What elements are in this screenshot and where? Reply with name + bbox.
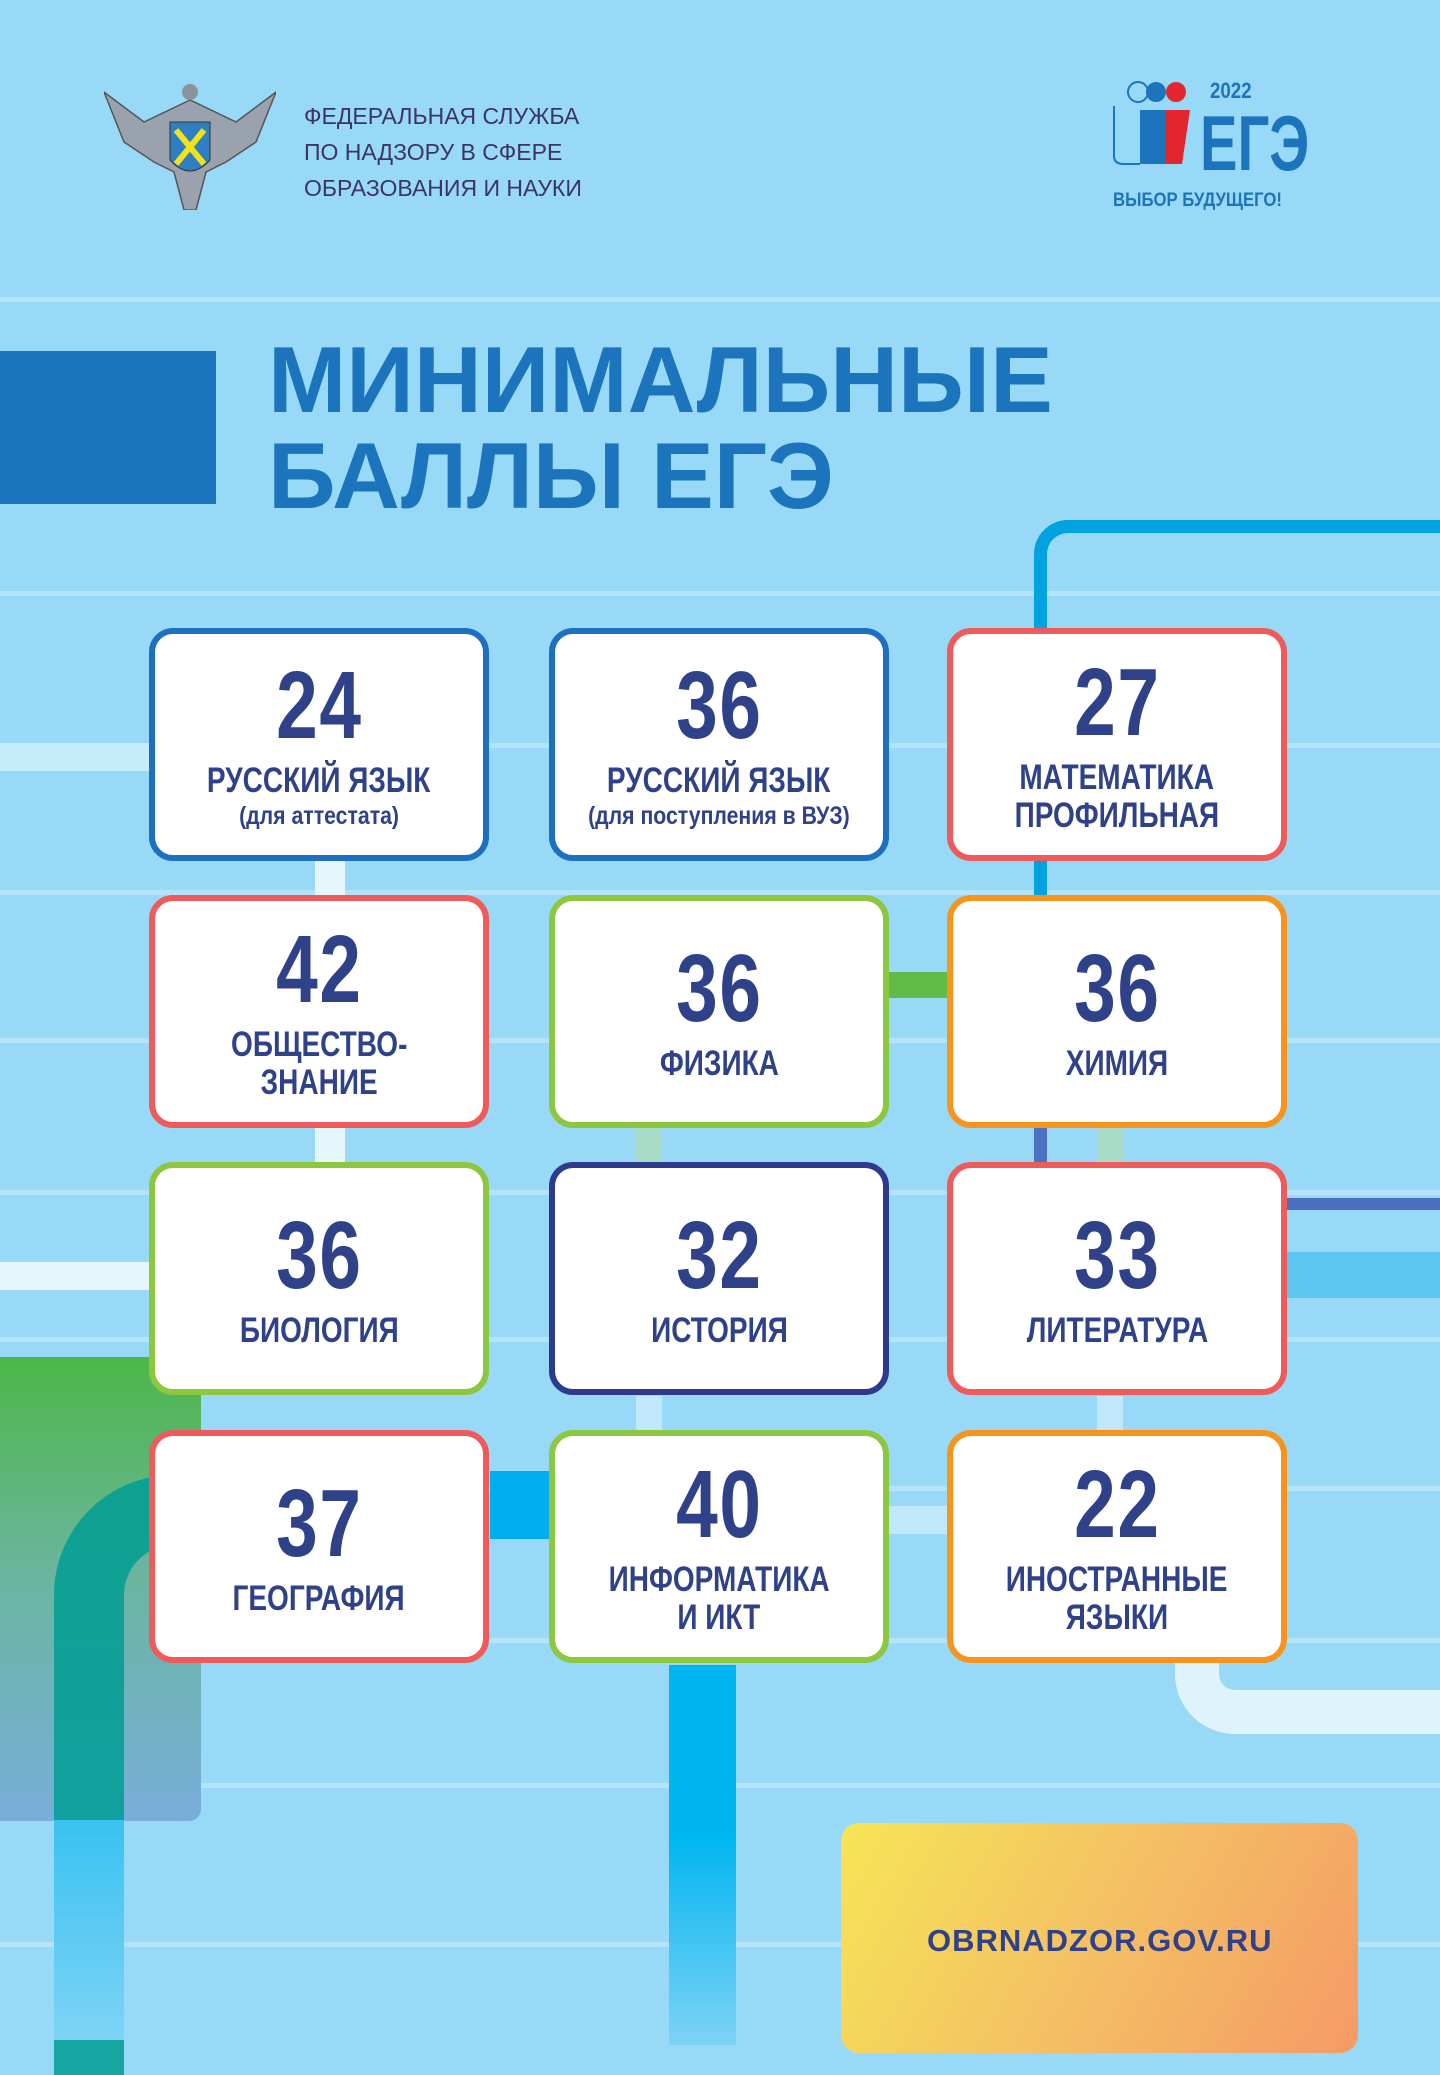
score-value: 36 [1073, 934, 1161, 1042]
subject-name: БИОЛОГИЯ [239, 1310, 399, 1350]
score-value: 36 [675, 651, 763, 759]
subject-note: (для аттестата) [239, 801, 399, 830]
ege-year: 2022 [1210, 78, 1252, 103]
subject-name: ЛИТЕРАТУРА [1026, 1310, 1208, 1350]
score-value: 22 [1073, 1450, 1161, 1558]
score-card: 36 РУССКИЙ ЯЗЫК (для поступления в ВУЗ) [549, 628, 889, 861]
slogan: ВЫБОР БУДУЩЕГО! [1113, 190, 1282, 211]
subject-name: РУССКИЙ ЯЗЫК [607, 760, 831, 800]
score-card: 27 МАТЕМАТИКА ПРОФИЛЬНАЯ [947, 628, 1287, 861]
subject-name: ИНОСТРАННЫЕ [1006, 1559, 1228, 1599]
subject-name: ИНФОРМАТИКА [608, 1559, 830, 1599]
subject-name: РУССКИЙ ЯЗЫК [207, 760, 431, 800]
students-icon [1113, 81, 1190, 165]
subject-name: ХИМИЯ [1065, 1043, 1169, 1083]
subject-name: ПРОФИЛЬНАЯ [1014, 795, 1220, 835]
subject-name: И ИКТ [677, 1597, 761, 1637]
score-card: 32 ИСТОРИЯ [549, 1162, 889, 1395]
subject-name: МАТЕМАТИКА [1019, 757, 1215, 797]
ege-logo: 2022 ЕГЭ ВЫБОР БУДУЩЕГО! [1110, 80, 1340, 220]
subject-name: ЗНАНИЕ [260, 1062, 378, 1102]
subject-name: ГЕОГРАФИЯ [232, 1578, 406, 1618]
score-card: 36 БИОЛОГИЯ [149, 1162, 489, 1395]
score-card: 36 ФИЗИКА [549, 895, 889, 1128]
score-value: 36 [275, 1201, 363, 1309]
subject-name: ЯЗЫКИ [1065, 1597, 1169, 1637]
ege-word: ЕГЭ [1200, 99, 1310, 187]
score-value: 40 [675, 1450, 763, 1558]
subject-name: ФИЗИКА [659, 1043, 779, 1083]
score-value: 32 [675, 1201, 763, 1309]
score-value: 37 [275, 1469, 363, 1577]
score-card: 42 ОБЩЕСТВО- ЗНАНИЕ [149, 895, 489, 1128]
agency-name: ФЕДЕРАЛЬНАЯ СЛУЖБА ПО НАДЗОРУ В СФЕРЕ ОБ… [304, 103, 582, 201]
score-card: 37 ГЕОГРАФИЯ [149, 1430, 489, 1663]
score-value: 24 [275, 651, 363, 759]
score-card: 24 РУССКИЙ ЯЗЫК (для аттестата) [149, 628, 489, 861]
page-title: МИНИМАЛЬНЫЕ БАЛЛЫ ЕГЭ [268, 327, 1053, 528]
website-panel: OBRNADZOR.GOV.RU [841, 1823, 1358, 2053]
emblem-icon [104, 84, 276, 210]
score-value: 42 [275, 915, 363, 1023]
score-card: 36 ХИМИЯ [947, 895, 1287, 1128]
title-accent-block [0, 351, 216, 504]
score-card: 22 ИНОСТРАННЫЕ ЯЗЫКИ [947, 1430, 1287, 1663]
website-link[interactable]: OBRNADZOR.GOV.RU [927, 1923, 1273, 1958]
subject-name: ОБЩЕСТВО- [230, 1024, 408, 1064]
subject-note: (для поступления в ВУЗ) [588, 801, 850, 830]
score-card: 40 ИНФОРМАТИКА И ИКТ [549, 1430, 889, 1663]
subject-name: ИСТОРИЯ [650, 1310, 788, 1350]
score-card: 33 ЛИТЕРАТУРА [947, 1162, 1287, 1395]
score-value: 36 [675, 934, 763, 1042]
score-value: 33 [1073, 1201, 1161, 1309]
score-value: 27 [1073, 648, 1161, 756]
